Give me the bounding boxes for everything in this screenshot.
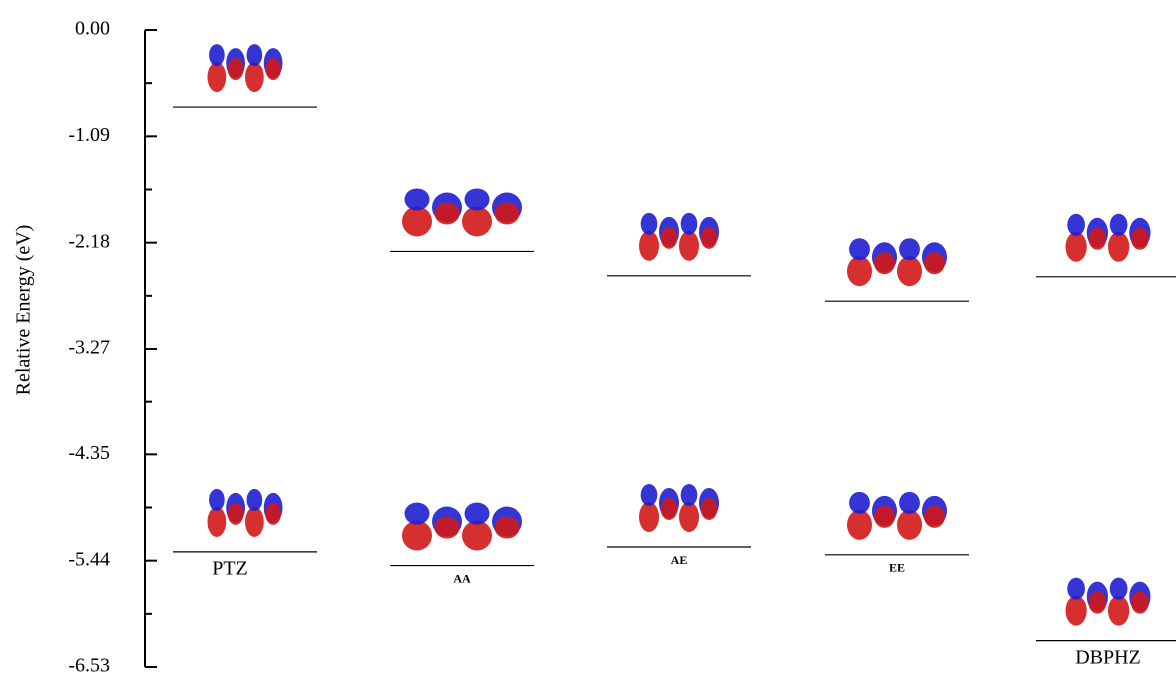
orbital-lobe <box>1066 232 1087 262</box>
orbital-lobe <box>208 507 227 537</box>
y-tick-label: -4.35 <box>68 442 110 464</box>
orbital-lobe <box>701 498 718 520</box>
orbital-lobe <box>679 502 699 532</box>
orbital-lobe <box>435 202 460 224</box>
orbital-lobe <box>402 206 432 236</box>
orbital-lobe <box>228 503 244 525</box>
orbital-lobe <box>874 506 895 528</box>
orbital-lobe <box>1110 578 1128 600</box>
orbital-lobe <box>245 62 264 92</box>
orbital-lobe <box>265 58 281 80</box>
orbital-lobe <box>247 489 263 511</box>
orbital-lobe <box>847 510 872 540</box>
orbital-lobe <box>681 213 698 235</box>
orbital-lobe <box>897 256 922 286</box>
orbital-lobe <box>849 492 870 514</box>
orbital-lobe <box>245 507 264 537</box>
orbital-lobe <box>462 521 492 551</box>
category-label: AA <box>453 571 471 585</box>
category-label: AE <box>671 553 688 567</box>
orbital-lobe <box>681 484 698 506</box>
y-tick-label: -3.27 <box>68 337 110 359</box>
orbital-lobe <box>405 503 430 525</box>
category-label: PTZ <box>212 557 248 579</box>
orbital-lobe <box>1066 596 1087 626</box>
orbital-lobe <box>1110 214 1128 236</box>
orbital-lobe <box>247 44 263 66</box>
orbital-lobe <box>639 231 659 261</box>
orbital-lobe <box>1067 578 1085 600</box>
orbital-lobe <box>849 238 870 260</box>
y-tick-label: -2.18 <box>68 230 110 252</box>
chart: Relative Energy (eV) 0.00 -1.09 -2.18 -3.27… <box>0 0 1176 678</box>
orbital-lobe <box>897 510 922 540</box>
orbital-lobe <box>701 227 718 249</box>
orbital-lobe <box>495 202 520 224</box>
orbital-lobe <box>265 503 281 525</box>
orbital-lobe <box>209 489 225 511</box>
y-tick-label: -1.09 <box>68 124 110 146</box>
y-axis-label: Relative Energy (eV) <box>13 225 35 396</box>
orbital-lobe <box>1067 214 1085 236</box>
orbital-lobe <box>465 503 490 525</box>
orbital-lobe <box>405 188 430 210</box>
y-tick-label: -5.44 <box>68 548 110 570</box>
orbital-lobe <box>465 188 490 210</box>
orbital-lobe <box>924 506 945 528</box>
orbital-lobe <box>462 206 492 236</box>
category-label: EE <box>889 561 905 575</box>
orbital-lobe <box>847 256 872 286</box>
orbital-lobe <box>899 492 920 514</box>
orbital-lobe <box>641 213 658 235</box>
orbital-lobe <box>1108 232 1129 262</box>
orbital-lobe <box>661 498 678 520</box>
orbital-lobe <box>874 252 895 274</box>
orbital-lobe <box>899 238 920 260</box>
y-tick-label: 0.00 <box>75 18 110 40</box>
y-tick-label: -6.53 <box>68 655 110 677</box>
orbital-lobe <box>209 44 225 66</box>
orbital-lobe <box>1108 596 1129 626</box>
orbital-lobe <box>435 517 460 539</box>
orbital-lobe <box>402 521 432 551</box>
orbital-lobe <box>495 517 520 539</box>
orbital-lobe <box>924 252 945 274</box>
orbital-lobe <box>1089 592 1107 614</box>
orbital-lobe <box>228 58 244 80</box>
orbital-lobe <box>661 227 678 249</box>
orbital-lobe <box>1131 228 1149 250</box>
category-label: DBPHZ <box>1075 646 1141 668</box>
orbital-lobe <box>1131 592 1149 614</box>
orbital-lobe <box>208 62 227 92</box>
orbital-lobe <box>1089 228 1107 250</box>
orbital-lobe <box>679 231 699 261</box>
orbital-lobe <box>639 502 659 532</box>
orbital-lobe <box>641 484 658 506</box>
